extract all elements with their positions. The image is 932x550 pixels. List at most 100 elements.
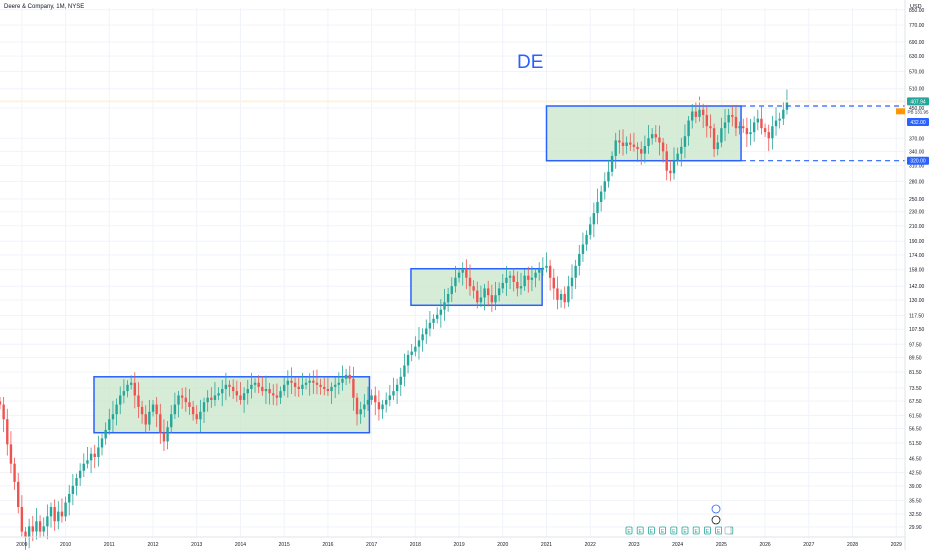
candle-up — [177, 395, 180, 405]
price-tick-label: 107.50 — [909, 327, 925, 333]
candle-up — [173, 404, 177, 415]
candle-up — [151, 404, 155, 412]
candle-up — [599, 191, 603, 202]
candle-down — [195, 414, 198, 420]
candle-down — [239, 395, 242, 400]
candle-down — [60, 511, 64, 517]
earnings-marker[interactable] — [625, 526, 633, 535]
candle-up — [49, 507, 53, 517]
candle-up — [534, 272, 537, 278]
candle-down — [290, 380, 293, 383]
earnings-marker-label: E — [672, 529, 676, 535]
candle-up — [782, 109, 785, 119]
candle-up — [457, 272, 461, 278]
candle-down — [191, 406, 195, 415]
candle-up — [570, 277, 574, 287]
candle-up — [399, 376, 402, 385]
candle-up — [35, 521, 38, 532]
candle-down — [705, 115, 709, 127]
level-lower-tag: 320.00 — [910, 159, 926, 165]
price-tick-label: 370.00 — [909, 136, 925, 142]
candle-up — [304, 382, 308, 385]
candle-down — [9, 444, 13, 464]
candle-down — [17, 481, 20, 508]
candle-down — [512, 275, 515, 282]
candle-up — [97, 447, 100, 457]
candle-up — [414, 346, 417, 352]
candle-up — [75, 478, 78, 486]
candle-up — [530, 277, 534, 280]
candle-up — [344, 374, 348, 379]
candle-down — [31, 526, 34, 532]
price-tick-label: 97.50 — [909, 342, 922, 348]
earnings-marker[interactable] — [636, 526, 644, 535]
earnings-marker[interactable] — [704, 526, 711, 535]
candle-down — [155, 404, 158, 415]
candle-down — [93, 453, 96, 457]
candle-up — [115, 404, 118, 415]
dividend-icon[interactable] — [711, 515, 721, 525]
level-lines — [0, 100, 905, 162]
candle-up — [545, 265, 548, 268]
candle-up — [698, 109, 701, 117]
candle-down — [742, 126, 745, 129]
candle-down — [465, 269, 468, 278]
candle-up — [395, 384, 399, 392]
orange-tag-bg — [896, 108, 905, 115]
candle-up — [217, 393, 220, 396]
chart-annotation-text: DE — [517, 52, 544, 73]
price-tick-label: 35.50 — [909, 498, 922, 504]
candle-up — [286, 380, 290, 385]
candle-down — [297, 386, 300, 389]
candle-down — [629, 142, 632, 145]
candle-up — [78, 470, 82, 479]
candles — [0, 89, 789, 550]
price-tick-label: 61.50 — [909, 413, 922, 419]
earnings-marker-label: E — [639, 529, 643, 535]
candle-down — [731, 115, 734, 117]
time-tick-label: 2019 — [453, 542, 464, 548]
candle-up — [494, 295, 497, 303]
upcoming-earnings-marker[interactable] — [724, 526, 732, 535]
candle-up — [213, 395, 217, 400]
candle-up — [279, 391, 282, 398]
candle-up — [341, 378, 344, 383]
earnings-marker[interactable] — [648, 526, 655, 535]
candle-up — [100, 438, 104, 448]
candle-up — [428, 322, 432, 329]
earnings-marker[interactable] — [681, 526, 689, 535]
candle-up — [727, 115, 730, 123]
candle-up — [148, 411, 151, 425]
candle-up — [363, 404, 366, 410]
candle-down — [188, 402, 191, 407]
price-tick-label: 690.00 — [909, 40, 925, 46]
candle-up — [337, 382, 341, 385]
candle-down — [516, 281, 519, 289]
symbol-title: Deere & Company, 1M, NYSE — [4, 4, 85, 10]
earnings-marker[interactable] — [659, 526, 666, 535]
consolidation-zone[interactable] — [93, 376, 371, 434]
earnings-marker-label: E — [717, 529, 721, 535]
candle-up — [589, 224, 592, 235]
candle-up — [501, 282, 504, 289]
earnings-marker[interactable] — [692, 526, 700, 535]
earnings-marker[interactable] — [670, 526, 678, 535]
candle-up — [308, 380, 311, 383]
candle-up — [264, 388, 268, 392]
price-tick-label: 73.50 — [909, 386, 922, 392]
candle-up — [691, 111, 694, 121]
candle-up — [778, 118, 781, 121]
time-tick-label: 2012 — [147, 542, 158, 548]
earnings-marker-label: E — [650, 529, 654, 535]
event-markers: EEEEEEEEEE — [625, 504, 734, 535]
level-lower-tag-bg — [907, 156, 929, 165]
candle-up — [559, 294, 563, 300]
candle-up — [650, 134, 654, 139]
add-event-icon[interactable] — [711, 504, 721, 514]
candle-down — [654, 134, 657, 138]
earnings-marker[interactable] — [715, 526, 722, 535]
candle-down — [133, 382, 137, 396]
price-tick-label: 850.00 — [909, 8, 925, 14]
candle-down — [140, 406, 144, 415]
